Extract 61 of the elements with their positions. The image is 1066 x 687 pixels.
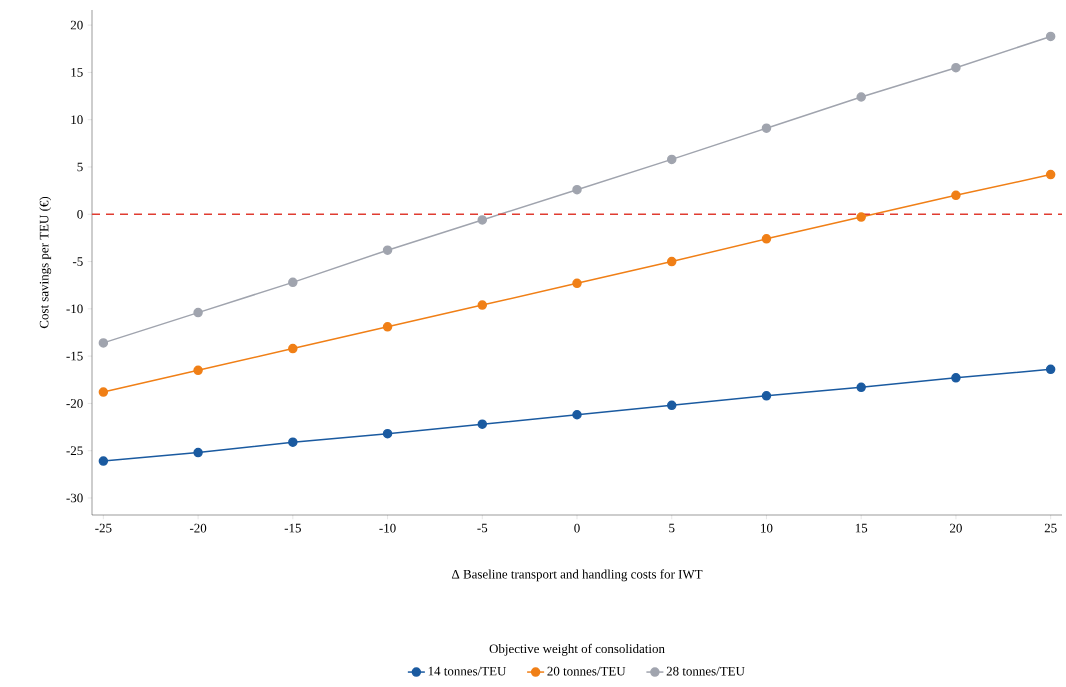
point [477,300,488,310]
point [98,338,109,348]
x-tick-label: -15 [284,523,301,533]
point [1045,364,1056,375]
point [572,410,582,420]
point [98,387,109,397]
point [856,92,866,102]
point [856,382,866,393]
point [288,343,298,354]
x-tick-label: -10 [379,523,396,533]
point [666,256,677,267]
point [572,278,582,289]
legend-label: 14 tonnes/TEU [428,666,507,676]
y-tick-label: -5 [72,257,83,266]
point [951,190,961,201]
point [856,212,866,222]
x-tick-label: 10 [761,523,773,533]
point [382,428,393,439]
point [761,123,772,133]
x-tick-label: -5 [477,523,488,533]
point [1045,31,1056,42]
legend-title: Objective weight of consolidation [489,643,665,656]
y-tick-label: 15 [71,68,83,77]
point [288,437,298,447]
point [572,184,582,195]
x-tick-label: 5 [669,523,675,533]
point [951,62,961,73]
point [477,419,488,429]
y-tick-label: 0 [77,209,83,219]
x-tick-label: -25 [95,523,112,533]
y-axis-title: Cost savings per TEU (€) [39,196,52,329]
x-tick-label: -20 [189,523,207,533]
point [666,400,677,411]
point [382,245,393,255]
x-tick-label: 0 [574,523,580,533]
y-tick-label: 10 [71,115,83,125]
point [761,391,772,401]
y-tick-label: -15 [66,351,83,361]
point [477,215,488,225]
y-tick-label: -30 [66,493,83,503]
x-axis-title: Δ Baseline transport and handling costs for IWT [451,569,703,582]
point [382,322,393,332]
point [761,234,772,244]
y-tick-label: 20 [70,20,83,30]
point [193,447,203,458]
point [951,373,961,383]
x-tick-label: 20 [950,523,962,533]
point [1045,169,1056,180]
x-tick-label: 25 [1044,523,1057,533]
x-tick-label: 15 [855,523,868,533]
point [666,154,677,165]
legend-label: 20 tonnes/TEU [547,666,626,676]
y-tick-label: 5 [77,162,83,172]
y-tick-label: -25 [66,446,83,456]
point [288,277,298,288]
point [193,365,203,376]
point [98,456,109,466]
y-tick-label: -10 [66,304,83,314]
legend-label: 28 tonnes/TEU [666,666,745,676]
y-tick-label: -20 [66,399,83,408]
point [193,307,203,318]
